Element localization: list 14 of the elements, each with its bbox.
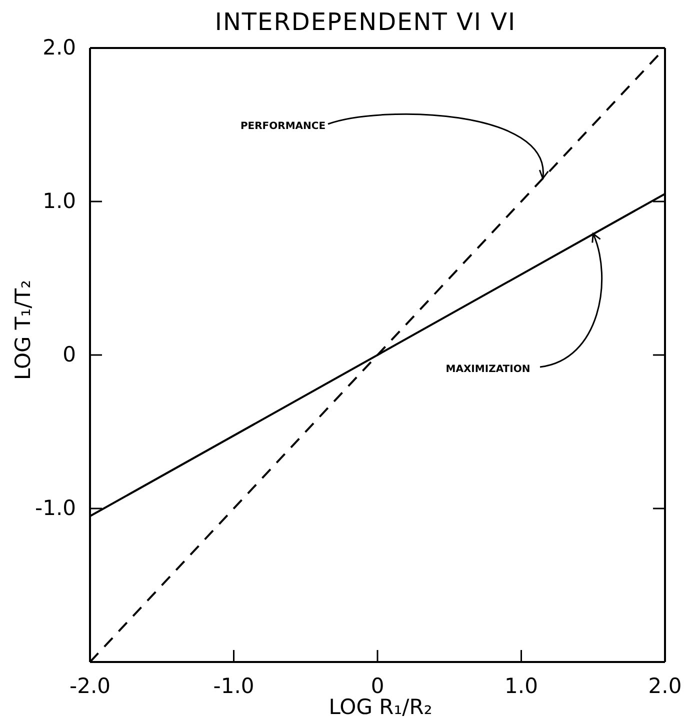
x-tick-label: -2.0 (70, 674, 110, 698)
x-tick-label: -1.0 (213, 674, 254, 698)
x-tick-label: 1.0 (504, 674, 538, 698)
y-tick-label: -1.0 (35, 496, 76, 520)
x-axis-title: LOG R₁/R₂ (328, 695, 432, 719)
chart-title: INTERDEPENDENT VI VI (214, 8, 516, 36)
y-axis-title: LOG T₁/T₂ (11, 280, 35, 380)
y-tick-label: 2.0 (42, 36, 76, 60)
x-tick-label: 0 (370, 674, 384, 698)
annotation: PERFORMANCE (240, 121, 326, 132)
annotation: MAXIMIZATION (446, 364, 530, 375)
y-tick-label: 1.0 (42, 189, 76, 214)
y-tick-label: 0 (62, 342, 76, 367)
x-tick-label: 2.0 (648, 674, 682, 698)
